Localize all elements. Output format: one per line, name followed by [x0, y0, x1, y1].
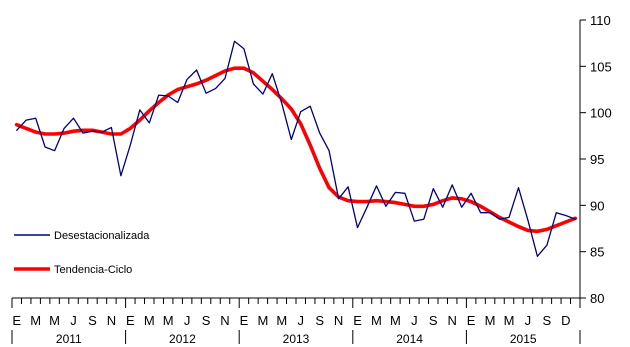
x-month-label: S: [202, 313, 211, 328]
x-month-label: M: [371, 313, 382, 328]
plot-area: [14, 40, 578, 257]
x-month-label: M: [144, 313, 155, 328]
x-month-label: M: [276, 313, 287, 328]
x-month-label: J: [184, 313, 191, 328]
y-tick-label: 110: [590, 13, 611, 28]
series-line-desestacionalizada: [16, 40, 576, 257]
x-month-label: N: [334, 313, 343, 328]
x-month-label: M: [485, 313, 496, 328]
x-month-label: S: [429, 313, 438, 328]
x-month-label: J: [70, 313, 77, 328]
x-month-label: S: [88, 313, 97, 328]
x-month-label: E: [240, 313, 249, 328]
x-month-label: M: [257, 313, 268, 328]
x-month-label: J: [525, 313, 532, 328]
x-month-label: N: [107, 313, 116, 328]
x-month-label: E: [12, 313, 21, 328]
x-month-label: D: [561, 313, 570, 328]
x-month-label: N: [220, 313, 229, 328]
legend: Desestacionalizada Tendencia-Ciclo: [14, 230, 150, 276]
y-tick-label: 90: [590, 198, 604, 213]
x-year-label: 2014: [396, 332, 423, 346]
x-month-label: N: [448, 313, 457, 328]
x-year-label: 2013: [283, 332, 310, 346]
x-month-label: M: [49, 313, 60, 328]
x-year-label: 2012: [169, 332, 196, 346]
y-tick-label: 100: [590, 106, 612, 121]
y-axis: 80 85 90 95 100 105 110: [579, 13, 612, 306]
y-tick-label: 80: [590, 291, 604, 306]
x-month-label: E: [353, 313, 362, 328]
legend-item-tendencia-ciclo: Tendencia-Ciclo: [14, 264, 132, 276]
x-month-label: M: [30, 313, 41, 328]
x-month-label: M: [390, 313, 401, 328]
y-tick-label: 105: [590, 59, 612, 74]
legend-label-tendencia-ciclo: Tendencia-Ciclo: [54, 264, 132, 276]
x-month-label: E: [126, 313, 135, 328]
legend-item-desestacionalizada: Desestacionalizada: [14, 230, 150, 242]
x-year-label: 2011: [56, 332, 82, 346]
x-month-label: S: [543, 313, 552, 328]
x-month-label: M: [163, 313, 174, 328]
x-month-label: S: [315, 313, 324, 328]
x-month-label: M: [504, 313, 515, 328]
x-month-label: E: [467, 313, 476, 328]
y-tick-label: 95: [590, 152, 604, 167]
legend-label-desestacionalizada: Desestacionalizada: [54, 230, 150, 242]
series-line-tendencia-ciclo: [14, 66, 578, 234]
x-year-label: 2015: [510, 332, 537, 346]
x-month-label: J: [411, 313, 418, 328]
x-month-label: J: [297, 313, 304, 328]
y-tick-label: 85: [590, 245, 604, 260]
